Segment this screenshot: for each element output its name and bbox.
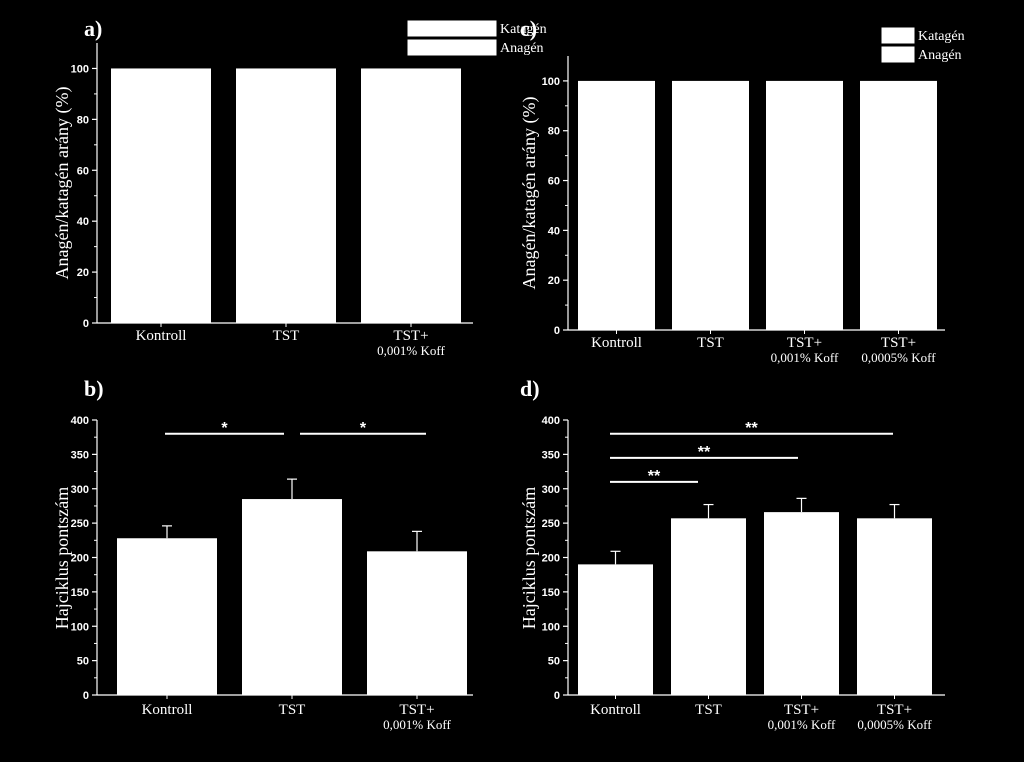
x-category-label: 0,0005% Koff	[857, 717, 932, 732]
bar-2	[367, 551, 467, 695]
y-tick-label: 100	[542, 621, 560, 633]
bar-3	[860, 80, 937, 330]
panel-label: b)	[84, 376, 104, 401]
x-category-label: 0,001% Koff	[377, 343, 445, 358]
x-category-label: TST	[697, 335, 724, 351]
y-tick-label: 200	[71, 553, 89, 565]
legend-label: Anagén	[918, 48, 962, 63]
y-tick-label: 150	[542, 587, 560, 599]
legend-swatch	[406, 19, 498, 38]
chart-panel-d: d) 0 50 100 150 200 250 300 350 400 Hajciklus pont…	[519, 376, 945, 732]
y-tick-label: 40	[77, 216, 89, 228]
y-tick-label: 350	[542, 449, 560, 461]
legend-label: Katagén	[918, 29, 965, 44]
y-axis-title: Anagén/katagén arány (%)	[52, 87, 73, 280]
panel-label: d)	[520, 376, 540, 401]
x-category-label: TST+	[787, 335, 822, 351]
significance-marker: **	[648, 468, 661, 485]
x-category-label: TST+	[877, 702, 912, 718]
y-tick-label: 100	[542, 76, 560, 88]
panel-label: c)	[520, 16, 537, 41]
legend-swatch	[880, 26, 916, 45]
y-tick-label: 40	[548, 225, 560, 237]
bar-2	[766, 80, 843, 330]
y-tick-label: 0	[83, 318, 89, 330]
significance-marker: **	[698, 444, 711, 461]
y-tick-label: 100	[71, 63, 89, 75]
bar-0	[578, 80, 655, 330]
legend-swatch	[406, 38, 498, 57]
y-tick-label: 300	[542, 484, 560, 496]
y-tick-label: 20	[77, 267, 89, 279]
bar-0	[578, 564, 653, 695]
y-tick-label: 50	[77, 656, 89, 668]
x-category-label: TST+	[399, 702, 434, 718]
y-tick-label: 350	[71, 449, 89, 461]
significance-marker: **	[745, 420, 758, 437]
x-category-label: 0,0005% Koff	[861, 350, 936, 365]
chart-panel-b: b) 0 50 100 150 200 250 300 350 400 Hajciklus pont…	[52, 376, 473, 732]
legend-label: Anagén	[500, 41, 544, 56]
y-tick-label: 0	[554, 325, 560, 337]
x-category-label: TST+	[393, 328, 428, 344]
x-category-label: Kontroll	[591, 335, 642, 351]
y-tick-label: 60	[77, 165, 89, 177]
x-category-label: TST+	[881, 335, 916, 351]
bar-0	[111, 68, 211, 323]
y-tick-label: 200	[542, 553, 560, 565]
y-tick-label: 250	[71, 518, 89, 530]
legend-swatch	[880, 45, 916, 64]
significance-marker: *	[221, 420, 228, 437]
significance-marker: *	[360, 420, 367, 437]
y-tick-label: 0	[554, 690, 560, 702]
bar-2	[764, 512, 839, 695]
y-tick-label: 250	[542, 518, 560, 530]
y-tick-label: 400	[71, 415, 89, 427]
y-tick-label: 0	[83, 690, 89, 702]
bar-0	[117, 538, 217, 695]
y-tick-label: 60	[548, 176, 560, 188]
x-category-label: 0,001% Koff	[383, 717, 451, 732]
y-tick-label: 50	[548, 656, 560, 668]
y-tick-label: 400	[542, 415, 560, 427]
y-axis-title: Hajciklus pontszám	[52, 487, 72, 629]
bar-1	[671, 518, 746, 695]
x-category-label: TST+	[784, 702, 819, 718]
x-category-label: Kontroll	[142, 702, 193, 718]
x-category-label: Kontroll	[136, 328, 187, 344]
bar-1	[672, 80, 749, 330]
x-category-label: 0,001% Koff	[771, 350, 839, 365]
y-tick-label: 150	[71, 587, 89, 599]
chart-panel-a: a) 0 20 40 60 80 100 Anagén/katagén arány (%) Ko…	[52, 16, 547, 358]
bar-1	[236, 68, 336, 323]
x-category-label: TST	[273, 328, 300, 344]
x-category-label: TST	[695, 702, 722, 718]
bar-2	[361, 68, 461, 323]
legend-label: Katagén	[500, 22, 547, 37]
x-category-label: TST	[279, 702, 306, 718]
y-tick-label: 300	[71, 484, 89, 496]
y-axis-title: Anagén/katagén arány (%)	[519, 97, 540, 290]
bar-3	[857, 518, 932, 695]
x-category-label: Kontroll	[590, 702, 641, 718]
y-axis-title: Hajciklus pontszám	[519, 487, 539, 629]
y-tick-label: 20	[548, 275, 560, 287]
bar-1	[242, 499, 342, 695]
y-tick-label: 80	[77, 114, 89, 126]
y-tick-label: 100	[71, 621, 89, 633]
y-tick-label: 80	[548, 126, 560, 138]
panel-label: a)	[84, 16, 102, 41]
x-category-label: 0,001% Koff	[768, 717, 836, 732]
